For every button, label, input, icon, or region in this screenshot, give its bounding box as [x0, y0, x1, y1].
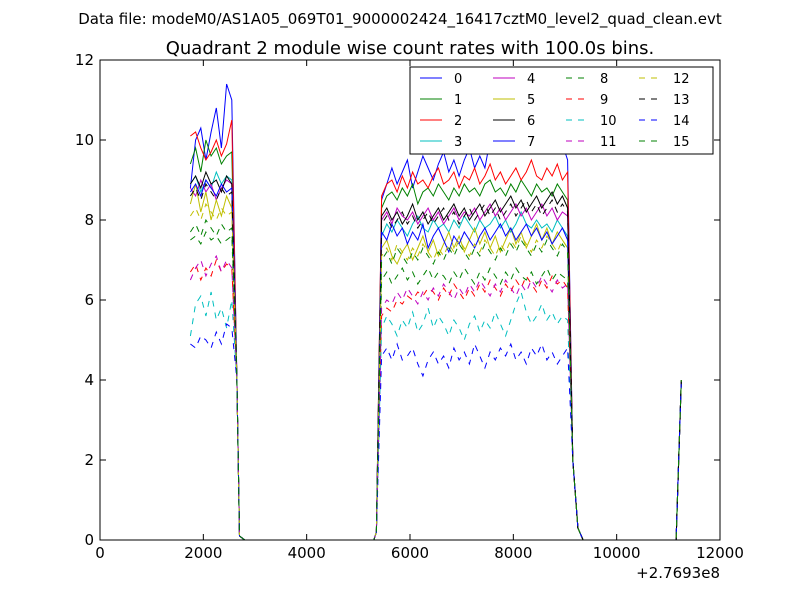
- series-line-9: [189, 258, 682, 540]
- legend-item-14: 14: [639, 114, 690, 129]
- legend-item-1: 1: [420, 93, 462, 108]
- legend-label: 9: [600, 93, 608, 108]
- series-line-10: [189, 290, 682, 540]
- series-line-1: [189, 139, 682, 540]
- legend-label: 14: [673, 114, 690, 129]
- series-line-13: [189, 182, 682, 540]
- y-tick-label: 12: [75, 51, 94, 69]
- series-line-11: [189, 254, 682, 540]
- y-tick-label: 0: [84, 531, 94, 549]
- y-tick-label: 6: [84, 291, 94, 309]
- series-line-6: [189, 170, 682, 540]
- legend-item-10: 10: [566, 114, 617, 129]
- legend-label: 6: [527, 114, 535, 129]
- series-line-8: [190, 230, 682, 540]
- legend-label: 10: [600, 114, 617, 129]
- series-line-12: [189, 202, 682, 540]
- x-axis-offset-label: +2.7693e8: [636, 564, 720, 582]
- x-tick-label: 2000: [184, 544, 222, 562]
- x-tick-label: 6000: [391, 544, 429, 562]
- series-line-14: [190, 323, 682, 540]
- legend-item-8: 8: [566, 72, 608, 87]
- legend-item-13: 13: [639, 93, 690, 108]
- legend-item-4: 4: [493, 72, 535, 87]
- legend-label: 4: [527, 72, 535, 87]
- legend-label: 12: [673, 72, 690, 87]
- legend-item-11: 11: [566, 135, 617, 150]
- legend-label: 8: [600, 72, 608, 87]
- series-line-15: [189, 218, 682, 540]
- series-line-2: [190, 119, 682, 540]
- legend-label: 5: [527, 93, 535, 108]
- y-tick-label: 2: [84, 451, 94, 469]
- y-tick-label: 8: [84, 211, 94, 229]
- x-tick-label: 10000: [593, 544, 641, 562]
- series-line-5: [189, 183, 682, 540]
- legend-item-3: 3: [420, 135, 462, 150]
- chart-title: Quadrant 2 module wise count rates with …: [166, 38, 655, 59]
- legend-frame: [409, 66, 714, 155]
- x-tick-label: 4000: [288, 544, 326, 562]
- legend-item-0: 0: [420, 72, 462, 87]
- y-tick-label: 4: [84, 371, 94, 389]
- legend-label: 0: [454, 72, 462, 87]
- legend-label: 1: [454, 93, 462, 108]
- series-line-3: [189, 170, 682, 540]
- x-tick-label: 12000: [696, 544, 744, 562]
- legend-label: 13: [673, 93, 690, 108]
- legend-label: 3: [454, 135, 462, 150]
- legend-label: 11: [600, 135, 617, 150]
- figure-suptitle: Data file: modeM0/AS1A05_069T01_90000024…: [78, 10, 722, 29]
- series-line-7: [189, 178, 682, 540]
- y-tick-label: 10: [75, 131, 94, 149]
- legend-item-5: 5: [493, 93, 535, 108]
- legend-item-6: 6: [493, 114, 535, 129]
- legend-label: 2: [454, 114, 462, 129]
- x-tick-label: 8000: [494, 544, 532, 562]
- legend-label: 7: [527, 135, 535, 150]
- legend-label: 15: [673, 135, 690, 150]
- legend-item-2: 2: [420, 114, 462, 129]
- legend-item-15: 15: [639, 135, 690, 150]
- x-tick-label: 0: [95, 544, 105, 562]
- legend-item-12: 12: [639, 72, 690, 87]
- series-line-4: [189, 178, 682, 540]
- legend-item-7: 7: [493, 135, 535, 150]
- legend-item-9: 9: [566, 93, 608, 108]
- series-layer: [189, 83, 682, 540]
